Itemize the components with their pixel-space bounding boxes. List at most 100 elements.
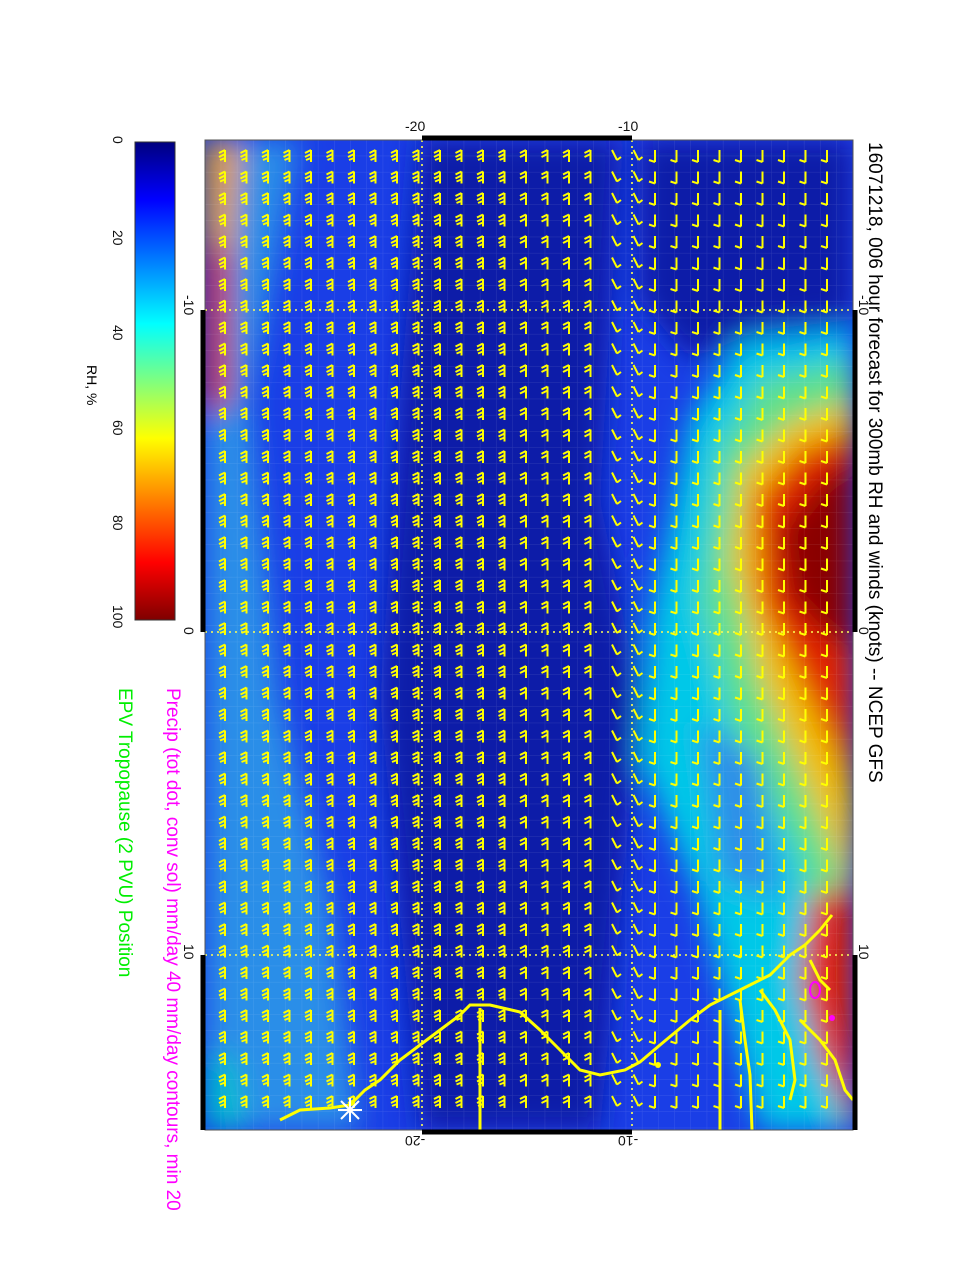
wind-barb-icon bbox=[756, 429, 764, 443]
wind-barb-icon bbox=[611, 1095, 622, 1107]
wind-barb-icon bbox=[455, 880, 463, 893]
wind-barb-icon bbox=[670, 193, 678, 206]
wind-barb-icon bbox=[283, 1030, 291, 1044]
wind-barb-icon bbox=[476, 256, 484, 270]
wind-barb-icon bbox=[519, 880, 527, 893]
wind-barb-icon bbox=[433, 557, 441, 571]
wind-barb-icon bbox=[541, 493, 549, 506]
wind-barb-icon bbox=[562, 944, 570, 958]
wind-barb-icon bbox=[412, 923, 420, 936]
wind-barb-icon bbox=[777, 752, 785, 765]
wind-barb-icon bbox=[756, 666, 764, 679]
wind-barb-icon bbox=[283, 966, 291, 979]
wind-barb-icon bbox=[218, 772, 226, 786]
wind-barb-icon bbox=[713, 644, 721, 658]
wind-barb-icon bbox=[799, 773, 807, 787]
wind-barb-icon bbox=[713, 859, 721, 873]
wind-barb-icon bbox=[283, 149, 291, 162]
wind-barb-icon bbox=[777, 924, 785, 937]
wind-barb-icon bbox=[713, 236, 721, 249]
wind-barb-icon bbox=[648, 988, 656, 1002]
wind-barb-icon bbox=[713, 601, 721, 615]
wind-barb-icon bbox=[777, 150, 785, 163]
wind-barb-icon bbox=[611, 1009, 622, 1021]
wind-barb-icon bbox=[820, 687, 828, 701]
wind-barb-icon bbox=[283, 686, 291, 700]
wind-barb-icon bbox=[347, 643, 355, 657]
wind-barb-icon bbox=[326, 192, 334, 205]
wind-barb-icon bbox=[611, 794, 622, 806]
wind-barb-icon bbox=[283, 514, 291, 528]
wind-barb-icon bbox=[562, 278, 570, 291]
wind-barb-icon bbox=[498, 364, 506, 377]
wind-barb-icon bbox=[541, 170, 549, 184]
wind-barb-icon bbox=[713, 537, 721, 550]
wind-barb-icon bbox=[412, 643, 420, 657]
wind-barb-icon bbox=[455, 557, 463, 571]
wind-barb-icon bbox=[611, 837, 622, 849]
wind-barb-icon bbox=[261, 471, 269, 485]
wind-barb-icon bbox=[734, 623, 742, 636]
wind-barb-icon bbox=[369, 751, 377, 764]
wind-barb-icon bbox=[369, 858, 377, 872]
wind-barb-icon bbox=[519, 622, 527, 635]
wind-barb-icon bbox=[519, 1095, 527, 1108]
wind-barb-icon bbox=[369, 901, 377, 915]
wind-barb-icon bbox=[691, 451, 699, 464]
wind-barb-icon bbox=[498, 321, 506, 334]
wind-barb-icon bbox=[670, 601, 678, 615]
wind-barb-icon bbox=[304, 170, 312, 184]
wind-barb-icon bbox=[820, 623, 828, 636]
wind-barb-icon bbox=[283, 428, 291, 442]
wind-barb-icon bbox=[734, 881, 742, 894]
wind-barb-icon bbox=[498, 966, 506, 979]
wind-barb-icon bbox=[562, 880, 570, 893]
wind-barb-icon bbox=[347, 1030, 355, 1044]
wind-barb-icon bbox=[304, 622, 312, 635]
wind-barb-icon bbox=[584, 1030, 592, 1044]
wind-barb-icon bbox=[261, 987, 269, 1001]
wind-barb-icon bbox=[433, 1009, 441, 1022]
wind-barb-icon bbox=[777, 1096, 785, 1109]
wind-barb-icon bbox=[777, 1074, 785, 1088]
wind-barb-icon bbox=[412, 600, 420, 614]
wind-barb-icon bbox=[756, 257, 764, 271]
wind-barb-icon bbox=[756, 601, 764, 615]
wind-barb-icon bbox=[820, 988, 828, 1002]
wind-barb-icon bbox=[498, 901, 506, 915]
wind-barb-icon bbox=[734, 558, 742, 572]
wind-barb-icon bbox=[476, 579, 484, 592]
wind-barb-icon bbox=[498, 1095, 506, 1108]
wind-barbs bbox=[218, 149, 828, 1109]
wind-barb-icon bbox=[261, 557, 269, 571]
wind-barb-icon bbox=[240, 471, 248, 485]
wind-barb-icon bbox=[218, 514, 226, 528]
wind-barb-icon bbox=[632, 493, 644, 505]
wind-barb-icon bbox=[713, 902, 721, 916]
wind-barb-icon bbox=[369, 213, 377, 227]
wind-barb-icon bbox=[713, 214, 721, 228]
wind-barb-icon bbox=[369, 493, 377, 506]
wind-barb-icon bbox=[519, 966, 527, 979]
wind-barb-icon bbox=[584, 815, 592, 829]
wind-barb-icon bbox=[433, 1052, 441, 1065]
wind-barb-icon bbox=[670, 1096, 678, 1109]
wind-barb-icon bbox=[433, 1095, 441, 1108]
wind-barb-icon bbox=[326, 299, 334, 313]
wind-barb-icon bbox=[734, 1074, 742, 1088]
wind-barb-icon bbox=[347, 471, 355, 485]
wind-barb-icon bbox=[347, 794, 355, 807]
wind-barb-icon bbox=[412, 622, 420, 635]
wind-barb-icon bbox=[519, 987, 527, 1001]
wind-barb-icon bbox=[218, 837, 226, 850]
wind-barb-icon bbox=[455, 665, 463, 678]
wind-barb-icon bbox=[734, 537, 742, 550]
wind-barb-icon bbox=[541, 622, 549, 635]
wind-barb-icon bbox=[713, 967, 721, 980]
wind-barb-icon bbox=[562, 1095, 570, 1108]
wind-barb-icon bbox=[347, 622, 355, 635]
wind-barb-icon bbox=[648, 623, 656, 636]
wind-barb-icon bbox=[240, 622, 248, 635]
wind-barb-icon bbox=[412, 1095, 420, 1108]
wind-barb-icon bbox=[691, 816, 699, 830]
